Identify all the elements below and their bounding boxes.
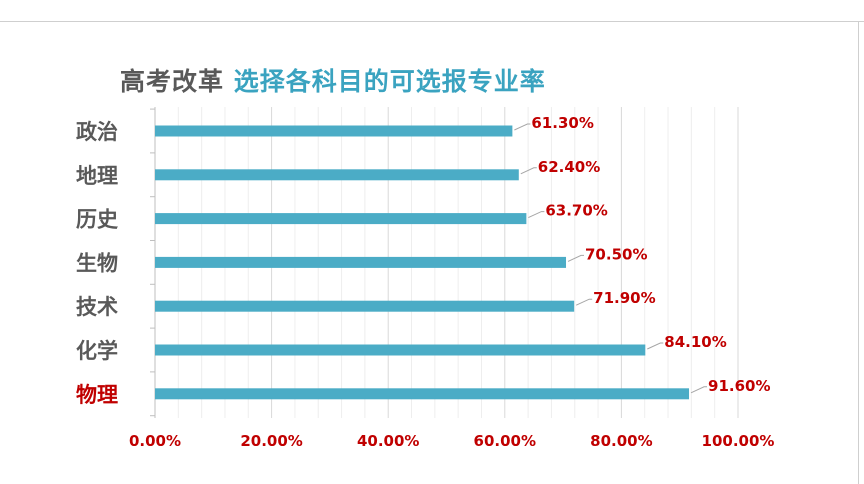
- chart-title: 高考改革 选择各科目的可选报专业率: [120, 62, 546, 98]
- category-label: 技术: [76, 295, 118, 319]
- data-label-leader: [520, 167, 537, 175]
- data-label-leader: [528, 211, 545, 219]
- data-label-leader: [690, 386, 708, 394]
- data-label-leader: [514, 123, 531, 131]
- top-border: [0, 21, 864, 22]
- data-label-leader: [575, 298, 593, 306]
- category-label: 化学: [76, 339, 118, 363]
- data-label: 62.40%: [538, 158, 600, 176]
- x-tick-label: 40.00%: [357, 432, 419, 450]
- bar-4: [155, 300, 575, 312]
- chart-title-main: 选择各科目的可选报专业率: [233, 67, 546, 96]
- chart-title-prefix: 高考改革: [120, 67, 225, 96]
- x-tick-label: 100.00%: [702, 432, 775, 450]
- bar-0: [155, 125, 513, 137]
- x-tick-label: 20.00%: [240, 432, 302, 450]
- bar-5: [155, 344, 646, 356]
- bar-3: [155, 256, 567, 268]
- category-label: 地理: [76, 164, 118, 188]
- data-label-leader: [567, 254, 585, 262]
- data-label: 61.30%: [531, 114, 593, 132]
- data-label: 63.70%: [545, 202, 607, 220]
- category-label: 生物: [76, 251, 118, 275]
- data-label: 71.90%: [593, 289, 655, 307]
- category-label: 历史: [76, 208, 119, 232]
- category-label: 政治: [76, 120, 118, 144]
- bar-2: [155, 213, 527, 225]
- bar-1: [155, 169, 519, 181]
- data-label: 91.60%: [708, 377, 770, 395]
- right-border: [858, 21, 859, 484]
- x-tick-label: 60.00%: [474, 432, 536, 450]
- data-label: 70.50%: [585, 245, 647, 263]
- x-tick-label: 80.00%: [590, 432, 652, 450]
- data-label-leader: [647, 342, 664, 350]
- x-tick-label: 0.00%: [129, 432, 181, 450]
- data-label: 84.10%: [664, 333, 726, 351]
- category-label: 物理: [76, 383, 118, 407]
- bar-6: [155, 388, 690, 400]
